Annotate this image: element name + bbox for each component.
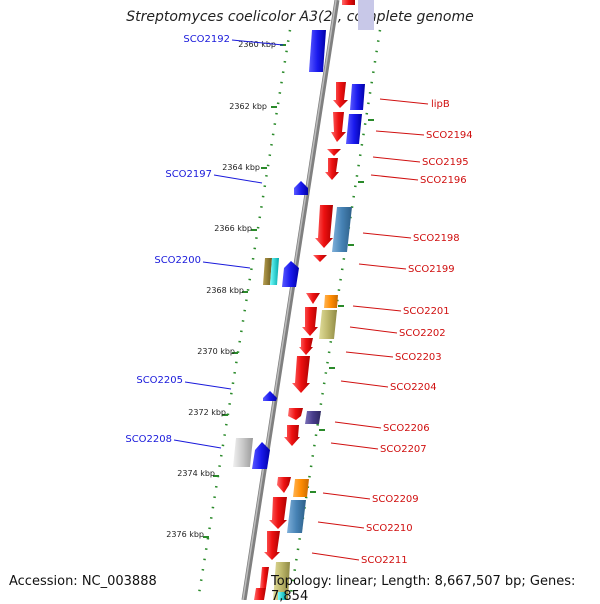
map-title: Streptomyces coelicolor A3(2), complete … — [126, 9, 474, 25]
gene-sco2209-orange[interactable] — [293, 479, 309, 497]
gene-label-sco2202[interactable]: SCO2202 — [399, 328, 446, 339]
gene-sco2211[interactable] — [264, 531, 280, 560]
tick-label: 2366 kbp — [214, 224, 252, 233]
gene-label-sco2206[interactable]: SCO2206 — [383, 423, 430, 434]
gene-sco2210-steel[interactable] — [287, 500, 306, 533]
gene-partial-bottom-khaki[interactable] — [273, 562, 290, 600]
accession-text: Accession: NC_003888 — [9, 574, 157, 589]
gene-partial-top-red[interactable] — [342, 0, 355, 5]
tick-label: 2370 kbp — [197, 347, 235, 356]
gene-sco2200-blue[interactable] — [282, 261, 299, 287]
gene-partial-bottom-red[interactable] — [260, 567, 269, 588]
gene-label-sco2203[interactable]: SCO2203 — [395, 352, 442, 363]
tick-marks — [203, 44, 374, 538]
gene-sco2206-purple[interactable] — [305, 411, 321, 424]
gene-label-sco2199[interactable]: SCO2199 — [408, 264, 455, 275]
gene-sco2209-red[interactable] — [277, 477, 291, 493]
gene-sco2201-orange[interactable] — [324, 295, 338, 308]
tick-label: 2362 kbp — [229, 102, 267, 111]
gene-label-sco2200[interactable]: SCO2200 — [154, 255, 201, 266]
gene-sco2205[interactable] — [263, 391, 277, 401]
genome-backbone — [241, 0, 340, 600]
tick-label: 2368 kbp — [206, 286, 244, 295]
gene-sco2208-grey[interactable] — [233, 438, 253, 467]
gene-sco2206-red[interactable] — [288, 408, 303, 420]
genome-backbone-highlight — [242, 0, 337, 600]
gene-sco2192[interactable] — [309, 30, 326, 72]
gene-sco2210-red[interactable] — [269, 497, 287, 529]
gene-label-sco2207[interactable]: SCO2207 — [380, 444, 427, 455]
gene-label-sco2197[interactable]: SCO2197 — [165, 169, 212, 180]
left-leader-lines — [173, 39, 284, 449]
gene-sco2202-red[interactable] — [302, 307, 318, 336]
gene-sco2201-red[interactable] — [306, 293, 320, 304]
gene-label-sco2194[interactable]: SCO2194 — [426, 130, 473, 141]
gene-sco2195[interactable] — [327, 149, 341, 156]
gene-label-sco2196[interactable]: SCO2196 — [420, 175, 467, 186]
gene-sco2197[interactable] — [294, 181, 308, 195]
gene-sco2200-teal[interactable] — [270, 258, 279, 285]
tick-label: 2360 kbp — [238, 40, 276, 49]
gene-sco2199[interactable] — [313, 255, 327, 262]
gene-label-sco2201[interactable]: SCO2201 — [403, 306, 450, 317]
gene-label-sco2205[interactable]: SCO2205 — [136, 375, 183, 386]
gene-partial-top-lavender[interactable] — [358, 0, 374, 30]
gene-sco2202-khaki[interactable] — [319, 310, 337, 339]
gene-label-lipb[interactable]: lipB — [431, 99, 450, 110]
gene-partial-bottom-red-2[interactable] — [254, 588, 266, 600]
gene-sco2203[interactable] — [299, 338, 313, 355]
tick-label: 2372 kbp — [188, 408, 226, 417]
tick-label: 2376 kbp — [166, 530, 204, 539]
gene-label-sco2208[interactable]: SCO2208 — [125, 434, 172, 445]
gene-label-sco2198[interactable]: SCO2198 — [413, 233, 460, 244]
gene-label-sco2195[interactable]: SCO2195 — [422, 157, 469, 168]
gene-label-sco2211[interactable]: SCO2211 — [361, 555, 408, 566]
gene-sco2204[interactable] — [292, 356, 310, 393]
gene-label-sco2209[interactable]: SCO2209 — [372, 494, 419, 505]
gene-sco2193-blue[interactable] — [350, 84, 365, 110]
gene-sco2208-blue[interactable] — [252, 442, 270, 469]
gene-sco2194-red[interactable] — [331, 112, 346, 142]
gene-sco2196[interactable] — [325, 158, 339, 180]
tick-label: 2364 kbp — [222, 163, 260, 172]
gene-label-sco2192[interactable]: SCO2192 — [183, 34, 230, 45]
gene-sco2198-red[interactable] — [315, 205, 333, 248]
gene-sco2207[interactable] — [284, 425, 300, 446]
gene-partial-bottom-teal[interactable] — [278, 592, 286, 600]
tick-label: 2374 kbp — [177, 469, 215, 478]
gene-sco2200-olive[interactable] — [263, 258, 272, 285]
gene-label-sco2210[interactable]: SCO2210 — [366, 523, 413, 534]
gene-sco2194-blue[interactable] — [346, 114, 362, 144]
right-leader-lines — [311, 98, 429, 561]
gene-label-sco2204[interactable]: SCO2204 — [390, 382, 437, 393]
gene-lipb[interactable] — [333, 82, 348, 108]
gene-sco2198-steel[interactable] — [332, 207, 352, 252]
